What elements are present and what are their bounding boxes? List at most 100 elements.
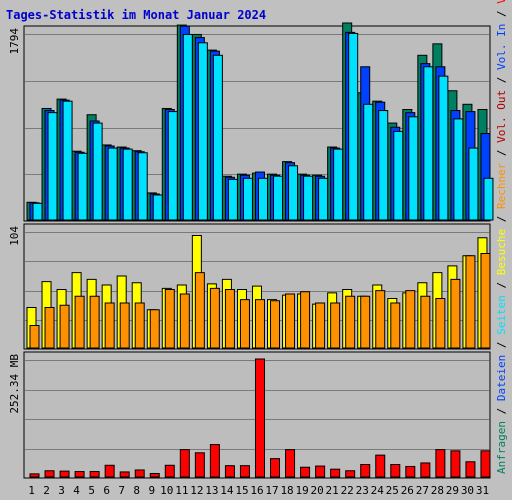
bar (435, 449, 446, 478)
bar (227, 178, 238, 221)
x-tick-label: 15 (235, 484, 248, 497)
bar (375, 290, 386, 349)
bar (239, 299, 250, 349)
x-tick-label: 27 (416, 484, 429, 497)
legend-separator: / (495, 143, 508, 163)
bar (465, 461, 476, 478)
y-axis-max-label: 104 (8, 226, 21, 246)
x-tick-label: 29 (446, 484, 459, 497)
x-tick-label: 8 (133, 484, 140, 497)
x-tick-label: 19 (295, 484, 308, 497)
bar (408, 116, 419, 221)
bar (288, 165, 299, 221)
bar (318, 177, 329, 221)
bar (104, 464, 115, 478)
x-tick-label: 25 (386, 484, 399, 497)
bar (122, 148, 133, 221)
bar (465, 255, 476, 349)
bar (32, 202, 43, 221)
legend-separator: / (495, 209, 508, 229)
legend-item: Besuche (495, 229, 508, 275)
bar (423, 66, 434, 221)
bar (315, 302, 326, 349)
bar (44, 470, 55, 478)
x-tick-label: 13 (205, 484, 218, 497)
bar (345, 470, 356, 478)
legend-separator: / (495, 70, 508, 90)
bar (92, 122, 103, 221)
bar (74, 295, 85, 349)
bar (285, 293, 296, 349)
bar (29, 325, 40, 349)
bar (209, 287, 220, 349)
bar (224, 289, 235, 349)
bar (420, 295, 431, 349)
bar (149, 472, 160, 478)
bar (333, 148, 344, 221)
bar (119, 471, 130, 478)
bar (300, 291, 311, 349)
series-seiten (32, 32, 494, 221)
bar (303, 175, 314, 221)
bar (167, 111, 178, 221)
x-tick-label: 2 (43, 484, 50, 497)
legend: Anfragen / Dateien / Seiten / Besuche / … (495, 0, 508, 474)
bar (330, 468, 341, 478)
bar (182, 33, 193, 221)
bar (480, 253, 491, 349)
x-tick-label: 9 (148, 484, 155, 497)
bar (104, 302, 115, 349)
bar (29, 473, 40, 478)
x-tick-label: 17 (265, 484, 278, 497)
series-volumen (29, 358, 491, 478)
legend-item: Vol. In (495, 24, 508, 70)
bar (330, 302, 341, 349)
x-tick-label: 3 (58, 484, 65, 497)
bar (89, 471, 100, 478)
y-axis-max-label: 1794 (8, 28, 21, 55)
bar (378, 110, 389, 221)
bar (360, 463, 371, 478)
x-tick-label: 23 (356, 484, 369, 497)
bar (209, 444, 220, 478)
bar (179, 293, 190, 349)
x-tick-label: 30 (461, 484, 474, 497)
bar (194, 452, 205, 478)
bar (345, 295, 356, 349)
bar (164, 289, 175, 349)
x-tick-label: 14 (220, 484, 234, 497)
bar (273, 175, 284, 221)
x-tick-label: 28 (431, 484, 444, 497)
legend-item: Dateien (495, 355, 508, 401)
bar (224, 465, 235, 478)
legend-item: Vol. Out (495, 90, 508, 143)
legend-item: Seiten (495, 295, 508, 335)
x-tick-label: 26 (401, 484, 414, 497)
bar (134, 302, 145, 349)
x-tick-label: 12 (190, 484, 203, 497)
bar (149, 309, 160, 349)
bar (242, 177, 253, 221)
x-tick-label: 10 (160, 484, 173, 497)
x-tick-label: 20 (311, 484, 324, 497)
bar (74, 471, 85, 478)
bar (270, 458, 281, 478)
chart-panels: 1794 104 252.34 MB (8, 22, 494, 479)
x-tick-label: 11 (175, 484, 188, 497)
series-rechner (29, 253, 491, 349)
bar (390, 302, 401, 349)
bar (59, 304, 70, 349)
bar (59, 470, 70, 478)
x-tick-label: 6 (103, 484, 110, 497)
bar (179, 449, 190, 478)
bar (363, 103, 374, 221)
bar (107, 147, 118, 221)
legend-item: Anfragen (495, 421, 508, 474)
bar (152, 194, 163, 221)
bar (468, 147, 479, 221)
bar (134, 469, 145, 478)
x-tick-label: 4 (73, 484, 80, 497)
panel-top: 1794 (8, 22, 494, 222)
x-tick-label: 7 (118, 484, 125, 497)
